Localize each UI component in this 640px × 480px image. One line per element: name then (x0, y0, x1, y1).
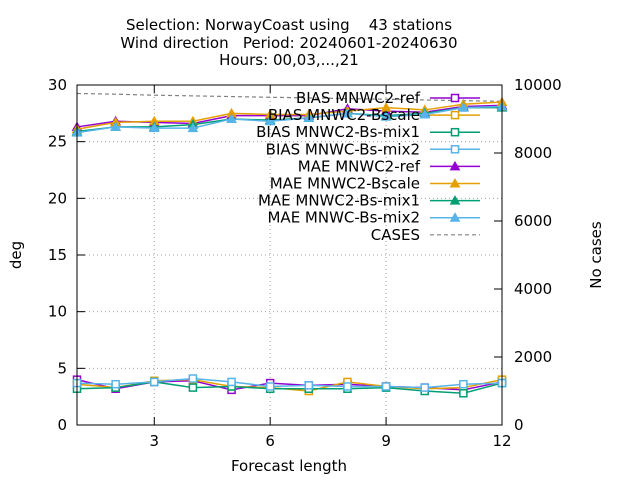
legend-label: MAE MNWC2-ref (298, 157, 421, 175)
data-point (419, 108, 431, 119)
legend-entry: MAE MNWC2-Bscale (270, 175, 480, 193)
legend-label: MAE MNWC-Bs-mix2 (267, 209, 420, 227)
y-tick-label: 5 (57, 359, 67, 377)
data-point (111, 379, 120, 389)
data-point (458, 102, 469, 112)
series-line (76, 92, 503, 102)
chart-title-line-1: Selection: NorwayCoast using 43 stations (126, 16, 452, 34)
y2-tick-label: 6000 (514, 212, 552, 230)
y-tick-label: 10 (48, 303, 67, 321)
y2-tick-label: 2000 (514, 348, 552, 366)
legend-entry: BIAS MNWC-Bs-mix2 (266, 140, 480, 158)
y-tick-label: 25 (48, 133, 67, 151)
x-tick-label: 3 (149, 432, 159, 450)
series-bias-mnwc-bs-mix2 (72, 374, 507, 392)
legend-entry: CASES (371, 226, 480, 244)
legend-label: MAE MNWC2-Bscale (270, 175, 420, 193)
legend-label: BIAS MNWC2-Bscale (268, 106, 420, 124)
y-tick-label: 0 (57, 416, 67, 434)
x-tick-label: 9 (381, 432, 391, 450)
y2-tick-label: 4000 (514, 280, 552, 298)
y-tick-label: 15 (48, 246, 67, 264)
data-point (449, 195, 461, 205)
data-point (110, 121, 121, 131)
data-point (449, 177, 461, 188)
data-point (264, 115, 276, 126)
data-point (150, 377, 159, 387)
data-point (450, 127, 460, 137)
legend-label: BIAS MNWC2-ref (296, 89, 421, 107)
legend-label: BIAS MNWC2-Bs-mix1 (256, 123, 420, 141)
series-line (76, 101, 503, 130)
data-point (304, 381, 314, 390)
data-point (187, 122, 199, 133)
data-point (303, 112, 315, 122)
legend-entry: MAE MNWC-Bs-mix2 (267, 209, 480, 227)
data-point (380, 111, 392, 121)
x-tick-label: 12 (492, 432, 511, 450)
data-point (226, 113, 237, 123)
legend-entry: BIAS MNWC2-Bscale (268, 106, 480, 124)
legend-label: MAE MNWC2-Bs-mix1 (258, 192, 420, 210)
data-point (188, 383, 198, 392)
data-point (227, 377, 236, 387)
x-axis-label: Forecast length (231, 457, 347, 475)
legend-entry: BIAS MNWC2-ref (296, 89, 480, 107)
y-tick-label: 30 (48, 76, 67, 94)
series-line (76, 104, 503, 128)
y-axis-label: deg (7, 241, 25, 269)
data-point (342, 107, 353, 118)
legend-entry: MAE MNWC2-ref (298, 157, 480, 175)
legend-entry: MAE MNWC2-Bs-mix1 (258, 192, 480, 210)
legend-entry: BIAS MNWC2-Bs-mix1 (256, 123, 480, 141)
chart-title-line-2: Wind direction Period: 20240601-20240630 (120, 34, 457, 52)
data-point (449, 212, 461, 222)
data-point (459, 379, 468, 389)
series-cases (76, 92, 503, 102)
series-line (76, 105, 503, 134)
data-point (343, 382, 352, 391)
y2-tick-label: 8000 (514, 144, 552, 162)
chart-title-line-3: Hours: 00,03,...,21 (219, 51, 359, 69)
data-point (449, 160, 461, 171)
legend-label: CASES (371, 226, 420, 244)
data-point (265, 382, 275, 391)
data-point (148, 122, 160, 133)
series-mae-mnwc-bs-mix2 (71, 101, 508, 137)
series-line (76, 377, 503, 389)
y2-tick-label: 10000 (514, 76, 562, 94)
data-point (450, 93, 460, 103)
data-point (450, 110, 460, 120)
data-point (188, 374, 198, 383)
x-tick-label: 6 (265, 432, 275, 450)
grid (77, 85, 502, 425)
data-point (381, 382, 391, 391)
y2-tick-label: 0 (514, 416, 524, 434)
data-point (459, 389, 468, 398)
y2-axis-label: No cases (587, 221, 605, 289)
legend-label: BIAS MNWC-Bs-mix2 (266, 140, 420, 158)
data-point (450, 145, 460, 154)
data-point (420, 383, 429, 392)
y-tick-label: 20 (48, 189, 67, 207)
